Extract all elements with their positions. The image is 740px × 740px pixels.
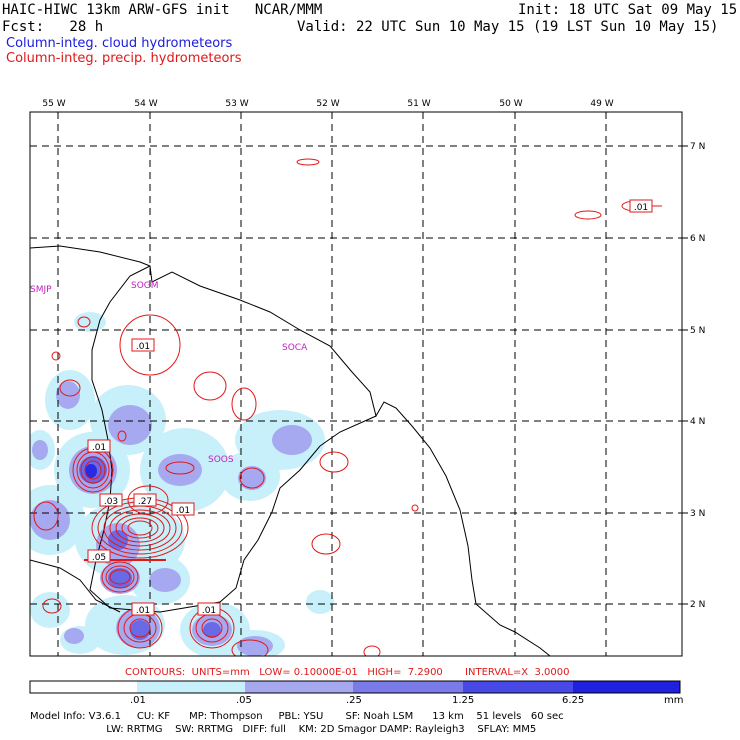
svg-text:.27: .27: [138, 497, 152, 507]
station-label: SOCA: [282, 343, 308, 353]
lon-labels: 55 W 54 W 53 W 52 W 51 W 50 W 49 W: [42, 99, 613, 109]
svg-text:.03: .03: [104, 497, 118, 507]
colorbar-unit: mm: [664, 695, 684, 706]
cloud-field: [30, 312, 334, 656]
lat-label: 7 N: [690, 142, 705, 152]
colorbar-tick: .05: [236, 695, 252, 706]
legend-cloud: Column-integ. cloud hydrometeors: [6, 36, 233, 51]
contour-label: .01: [87, 439, 111, 453]
station-label: SOOS: [208, 455, 234, 465]
colorbar-bin: [137, 681, 245, 693]
lon-label: 54 W: [134, 99, 157, 109]
forecast-hour: Fcst: 28 h: [2, 19, 104, 35]
footer-model-info-2: LW: RRTMG SW: RRTMG DIFF: full KM: 2D Sm…: [30, 724, 537, 735]
colorbar: [29, 680, 681, 694]
station-label: SOGM: [131, 281, 159, 291]
station-labels: SMJP SOGM SOCA SOOS: [30, 281, 308, 465]
lon-label: 49 W: [590, 99, 613, 109]
colorbar-bin: [463, 681, 573, 693]
colorbar-tick: .25: [346, 695, 362, 706]
contour-label: .01: [131, 338, 155, 352]
colorbar-bin: [353, 681, 463, 693]
coastline: [30, 245, 551, 656]
svg-text:.01: .01: [136, 342, 150, 352]
lat-label: 6 N: [690, 234, 705, 244]
lon-label: 52 W: [316, 99, 339, 109]
colorbar-tick: .01: [130, 695, 146, 706]
contour-label: .01: [131, 602, 155, 616]
svg-text:.01: .01: [202, 606, 216, 616]
svg-text:.01: .01: [136, 606, 150, 616]
lat-label: 2 N: [690, 600, 705, 610]
svg-text:.01: .01: [92, 443, 106, 453]
station-label: SMJP: [30, 285, 52, 295]
colorbar-tick: 6.25: [562, 695, 585, 706]
title: HAIC-HIWC 13km ARW-GFS init NCAR/MMM: [2, 2, 323, 18]
lat-label: 3 N: [690, 509, 705, 519]
init-time: Init: 18 UTC Sat 09 May 15: [518, 2, 738, 18]
contour-label: .01: [629, 199, 653, 213]
contours-info: CONTOURS: UNITS=mm LOW= 0.10000E-01 HIGH…: [125, 667, 570, 678]
lon-label: 51 W: [407, 99, 430, 109]
footer-model-info: Model Info: V3.6.1 CU: KF MP: Thompson P…: [30, 711, 564, 722]
svg-text:.05: .05: [92, 553, 106, 563]
colorbar-tick: 1.25: [452, 695, 475, 706]
lon-label: 50 W: [499, 99, 522, 109]
contour-label: .05: [87, 549, 111, 563]
contour-label: .01: [171, 502, 195, 516]
colorbar-bin: [30, 681, 137, 693]
colorbar-bin: [573, 681, 680, 693]
lon-label: 53 W: [225, 99, 248, 109]
lat-label: 4 N: [690, 417, 705, 427]
contour-label: .01: [197, 602, 221, 616]
lon-label: 55 W: [42, 99, 65, 109]
colorbar-bin: [245, 681, 353, 693]
svg-text:.01: .01: [634, 203, 648, 213]
valid-time: Valid: 22 UTC Sun 10 May 15 (19 LST Sun …: [297, 19, 719, 35]
plot-frame: [29, 111, 683, 657]
svg-text:.01: .01: [176, 506, 190, 516]
lat-labels: 7 N 6 N 5 N 4 N 3 N 2 N: [690, 142, 705, 610]
lat-ticks: [682, 145, 688, 605]
contour-label: .27: [133, 493, 157, 507]
contour-label: .03: [99, 493, 123, 507]
lat-label: 5 N: [690, 326, 705, 336]
legend-precip: Column-integ. precip. hydrometeors: [6, 51, 242, 66]
contour-value-labels: .01 .01 .01 .03 .27 .01 .05 .01 .01: [87, 199, 653, 616]
